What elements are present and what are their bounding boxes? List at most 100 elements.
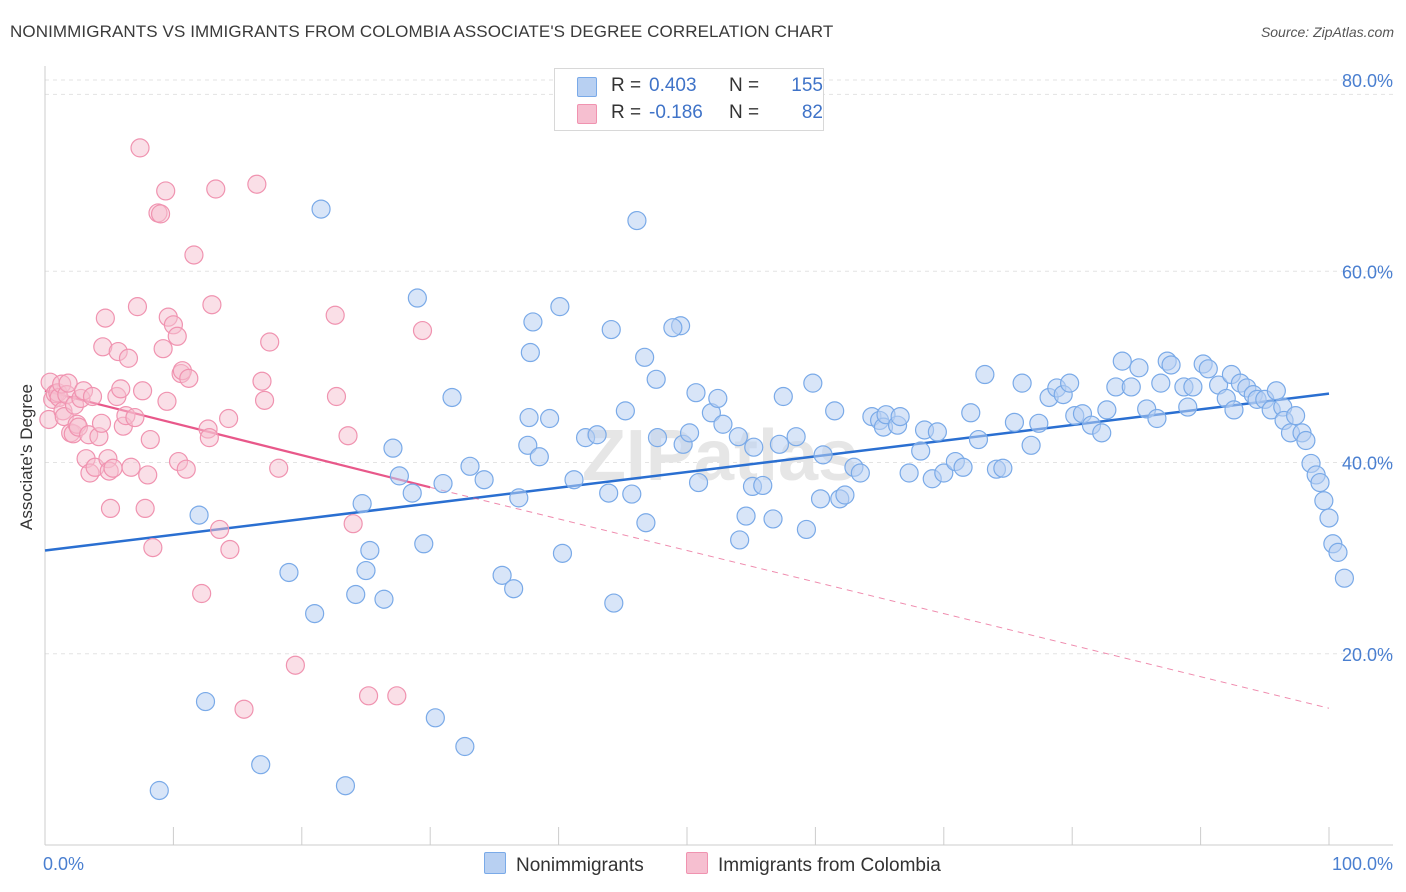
point-colombia [130, 138, 150, 158]
point-nonimmigrants [529, 447, 549, 467]
point-colombia [179, 368, 199, 388]
point-colombia [143, 538, 163, 558]
point-nonimmigrants [1161, 355, 1181, 375]
point-colombia [260, 332, 280, 352]
legend-label-colombia: Immigrants from Colombia [718, 855, 941, 876]
point-nonimmigrants [552, 543, 573, 563]
point-nonimmigrants [961, 403, 981, 423]
point-nonimmigrants [414, 534, 434, 554]
trend-extension-colombia [430, 486, 1330, 709]
trend-lines [44, 389, 1330, 709]
point-nonimmigrants [1178, 397, 1198, 417]
point-nonimmigrants [189, 505, 209, 525]
point-nonimmigrants [407, 288, 427, 308]
point-nonimmigrants [474, 470, 494, 490]
series-colombia [39, 138, 433, 719]
legend-r-label: R = [611, 102, 642, 123]
legend-r-label: R = [611, 75, 642, 96]
point-nonimmigrants [636, 513, 656, 533]
point-colombia [199, 428, 219, 448]
point-colombia [121, 457, 141, 477]
point-nonimmigrants [663, 318, 683, 338]
point-nonimmigrants [1266, 381, 1286, 401]
legend-n-value: 82 [801, 102, 823, 123]
point-nonimmigrants [993, 458, 1013, 478]
point-nonimmigrants [518, 435, 538, 455]
point-colombia [269, 458, 289, 478]
point-colombia [82, 386, 103, 407]
legend-swatch-colombia [686, 852, 708, 874]
point-nonimmigrants [835, 485, 855, 505]
point-colombia [252, 371, 272, 391]
point-nonimmigrants [1296, 430, 1316, 451]
point-nonimmigrants [615, 401, 635, 421]
point-nonimmigrants [796, 519, 817, 540]
point-nonimmigrants [599, 483, 619, 503]
point-colombia [338, 426, 358, 446]
point-nonimmigrants [311, 199, 331, 219]
point-nonimmigrants [850, 463, 870, 483]
legend-n-value: 155 [791, 75, 823, 96]
point-nonimmigrants [786, 427, 806, 447]
point-nonimmigrants [523, 312, 543, 332]
legend-n-label: N = [729, 102, 760, 123]
point-colombia [58, 373, 78, 393]
point-nonimmigrants [736, 506, 756, 526]
y-tick-label: 80.0% [1342, 71, 1393, 91]
point-nonimmigrants [455, 736, 475, 757]
legend-r-value: -0.186 [649, 102, 703, 123]
point-nonimmigrants [803, 373, 823, 393]
point-colombia [176, 459, 196, 479]
point-nonimmigrants [492, 565, 512, 585]
point-nonimmigrants [504, 579, 524, 599]
x-tick-label: 100.0% [1332, 854, 1393, 874]
point-nonimmigrants [587, 425, 607, 445]
point-nonimmigrants [460, 456, 480, 476]
point-nonimmigrants [1004, 412, 1025, 432]
point-nonimmigrants [1121, 377, 1141, 397]
point-nonimmigrants [540, 408, 560, 429]
point-nonimmigrants [433, 473, 453, 494]
point-nonimmigrants [1198, 359, 1218, 379]
legend-item-nonimmigrants: Nonimmigrants [484, 852, 644, 877]
point-nonimmigrants [635, 347, 655, 367]
point-nonimmigrants [442, 387, 462, 408]
point-nonimmigrants [1092, 423, 1112, 443]
point-nonimmigrants [564, 470, 584, 490]
point-nonimmigrants [1021, 435, 1041, 455]
point-colombia [95, 308, 115, 328]
point-colombia [103, 458, 123, 478]
point-nonimmigrants [911, 441, 931, 461]
legend-n-label: N = [729, 75, 760, 96]
point-colombia [100, 498, 121, 518]
point-nonimmigrants [1097, 400, 1117, 420]
point-colombia [254, 390, 275, 410]
point-nonimmigrants [1319, 508, 1339, 528]
point-nonimmigrants [279, 562, 299, 583]
point-nonimmigrants [356, 560, 376, 581]
point-nonimmigrants [647, 428, 668, 448]
point-nonimmigrants [550, 297, 570, 317]
legend-swatch-nonimmigrants [577, 77, 597, 97]
point-nonimmigrants [968, 429, 989, 450]
point-nonimmigrants [1334, 568, 1355, 588]
point-colombia [156, 181, 176, 201]
point-nonimmigrants [679, 423, 700, 443]
point-nonimmigrants [1224, 400, 1244, 420]
legend-swatch-nonimmigrants [484, 852, 506, 874]
legend-r-value: 0.403 [649, 75, 697, 96]
point-nonimmigrants [509, 488, 529, 508]
gridlines [45, 79, 1393, 655]
point-colombia [118, 348, 139, 368]
point-colombia [192, 583, 212, 604]
point-colombia [325, 305, 345, 325]
point-nonimmigrants [604, 593, 624, 613]
point-nonimmigrants [773, 386, 793, 407]
y-tick-label: 20.0% [1342, 645, 1393, 665]
y-axis-label: Associate's Degree [17, 384, 36, 530]
trend-line-nonimmigrants [44, 392, 1330, 552]
point-nonimmigrants [899, 463, 919, 483]
point-nonimmigrants [305, 603, 325, 624]
legend-item-colombia: Immigrants from Colombia [686, 852, 941, 877]
